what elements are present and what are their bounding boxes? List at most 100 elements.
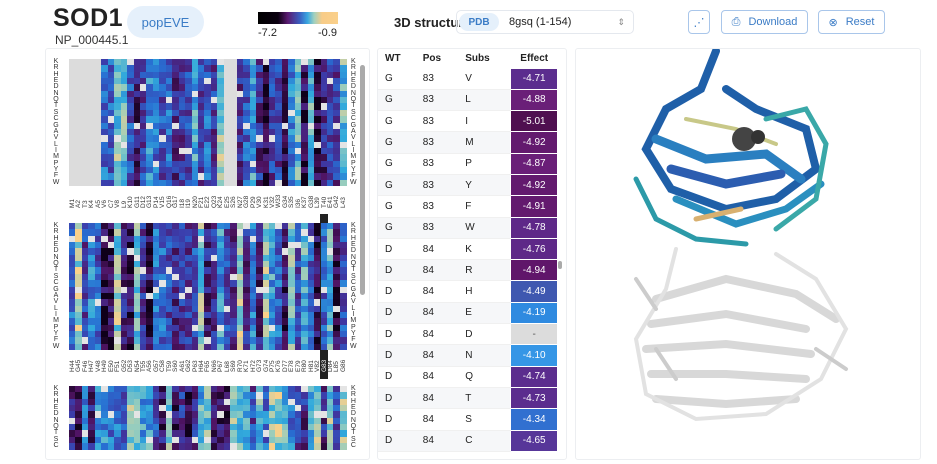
heatmap-cell[interactable] (217, 223, 225, 230)
heatmap-cell[interactable] (198, 90, 205, 98)
heatmap-cell[interactable] (178, 71, 186, 79)
heatmap-cell[interactable] (288, 109, 296, 117)
heatmap-cell[interactable] (243, 267, 250, 275)
heatmap-cell[interactable] (159, 311, 167, 319)
heatmap-cell[interactable] (75, 135, 83, 142)
heatmap-cell[interactable] (133, 229, 141, 236)
heatmap-cell[interactable] (275, 305, 283, 313)
heatmap-cell[interactable] (165, 343, 173, 351)
heatmap-cell[interactable] (223, 261, 231, 268)
heatmap-cell[interactable] (75, 398, 83, 406)
heatmap-cell[interactable] (294, 254, 302, 262)
heatmap-cell[interactable] (165, 235, 173, 243)
heatmap-cell[interactable] (217, 229, 225, 236)
heatmap-cell[interactable] (288, 116, 296, 123)
model-toggle[interactable]: popEVE (127, 6, 204, 38)
heatmap-cell[interactable] (101, 311, 108, 319)
heatmap-cell[interactable] (204, 223, 212, 230)
heatmap-cell[interactable] (320, 443, 328, 450)
heatmap-cell[interactable] (120, 330, 128, 338)
heatmap-cell[interactable] (75, 392, 83, 399)
heatmap-cell[interactable] (256, 430, 263, 438)
table-row[interactable]: D 84 D - (378, 323, 558, 346)
heatmap-cell[interactable] (185, 173, 192, 180)
heatmap-cell[interactable] (307, 235, 315, 243)
heatmap-cell[interactable] (217, 78, 225, 85)
heatmap-cell[interactable] (210, 417, 218, 425)
heatmap-cell[interactable] (146, 443, 154, 450)
heatmap-cell[interactable] (281, 261, 289, 268)
heatmap-cell[interactable] (333, 330, 341, 338)
heatmap-cell[interactable] (314, 405, 321, 412)
heatmap-cell[interactable] (81, 261, 89, 268)
heatmap-cell[interactable] (217, 311, 225, 319)
heatmap-cell[interactable] (101, 411, 108, 419)
heatmap-cell[interactable] (256, 280, 263, 287)
heatmap-cell[interactable] (294, 229, 302, 236)
heatmap-cell[interactable] (256, 84, 263, 92)
heatmap-cell[interactable] (198, 330, 205, 338)
heatmap-cell[interactable] (217, 424, 225, 431)
heatmap-cell[interactable] (230, 90, 237, 98)
heatmap-cell[interactable] (88, 179, 96, 187)
heatmap-cell[interactable] (185, 128, 192, 136)
heatmap-cell[interactable] (256, 242, 263, 249)
heatmap-cell[interactable] (139, 337, 147, 344)
heatmap-cell[interactable] (281, 443, 289, 450)
heatmap-cell[interactable] (165, 78, 173, 85)
heatmap-cell[interactable] (94, 386, 102, 393)
heatmap-cell[interactable] (294, 154, 302, 161)
heatmap-cell[interactable] (133, 116, 141, 123)
heatmap-cell[interactable] (88, 305, 96, 313)
heatmap-cell[interactable] (139, 430, 147, 438)
heatmap-cell[interactable] (288, 386, 296, 393)
heatmap-cell[interactable] (249, 386, 257, 393)
heatmap-cell[interactable] (314, 386, 321, 393)
heatmap-cell[interactable] (120, 116, 128, 123)
heatmap-cell[interactable] (314, 242, 321, 249)
table-scrollbar[interactable] (558, 261, 562, 269)
heatmap-cell[interactable] (333, 248, 341, 256)
heatmap-cell[interactable] (320, 324, 328, 332)
heatmap-cell[interactable] (120, 97, 128, 104)
heatmap-cell[interactable] (114, 280, 121, 287)
heatmap-cell[interactable] (178, 242, 186, 249)
heatmap-cell[interactable] (288, 141, 296, 149)
heatmap-cell[interactable] (178, 443, 186, 450)
heatmap-cell[interactable] (339, 166, 347, 174)
heatmap-cell[interactable] (88, 286, 96, 294)
heatmap-cell[interactable] (146, 248, 154, 256)
heatmap-cell[interactable] (120, 318, 128, 325)
heatmap-cell[interactable] (339, 311, 347, 319)
heatmap-cell[interactable] (94, 267, 102, 275)
heatmap-cell[interactable] (301, 337, 308, 344)
heatmap-cell[interactable] (339, 254, 347, 262)
heatmap-cell[interactable] (307, 330, 315, 338)
heatmap-cell[interactable] (210, 65, 218, 72)
heatmap-cell[interactable] (275, 405, 283, 412)
heatmap-cell[interactable] (288, 443, 296, 450)
heatmap-cell[interactable] (204, 261, 212, 268)
heatmap-cell[interactable] (314, 147, 321, 155)
heatmap-cell[interactable] (69, 305, 76, 313)
heatmap-cell[interactable] (262, 337, 270, 344)
heatmap-cell[interactable] (107, 59, 115, 66)
heatmap-cell[interactable] (210, 424, 218, 431)
heatmap-cell[interactable] (81, 116, 89, 123)
heatmap-cell[interactable] (217, 411, 225, 419)
heatmap-cell[interactable] (114, 78, 121, 85)
heatmap-cell[interactable] (139, 248, 147, 256)
heatmap-cell[interactable] (307, 166, 315, 174)
heatmap-cell[interactable] (333, 223, 341, 230)
heatmap-cell[interactable] (198, 122, 205, 130)
heatmap-cell[interactable] (210, 405, 218, 412)
heatmap-cell[interactable] (288, 424, 296, 431)
heatmap-cell[interactable] (327, 84, 334, 92)
heatmap-cell[interactable] (191, 273, 199, 281)
heatmap-cell[interactable] (339, 90, 347, 98)
heatmap-cell[interactable] (107, 135, 115, 142)
heatmap-cell[interactable] (281, 109, 289, 117)
heatmap-cell[interactable] (139, 405, 147, 412)
heatmap-cell[interactable] (243, 242, 250, 249)
heatmap-cell[interactable] (139, 261, 147, 268)
